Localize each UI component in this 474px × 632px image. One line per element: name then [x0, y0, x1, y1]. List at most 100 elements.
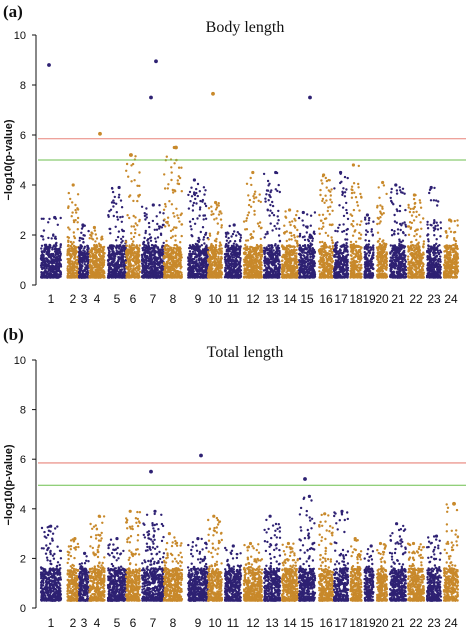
snp-point — [154, 244, 157, 247]
snp-point — [48, 246, 51, 249]
snp-point — [149, 248, 152, 251]
snp-point — [239, 258, 242, 262]
snp-point — [128, 268, 132, 271]
snp-point — [102, 252, 105, 255]
snp-point — [249, 233, 252, 236]
snp-point — [277, 183, 280, 187]
snp-point — [71, 211, 74, 214]
snp-point — [276, 189, 279, 193]
snp-point — [112, 244, 115, 247]
snp-point — [218, 276, 221, 279]
snp-point — [190, 195, 194, 198]
snp-point — [84, 260, 87, 263]
snp-point — [247, 250, 250, 254]
snp-point — [119, 256, 122, 259]
x-tick-label: 3 — [81, 292, 88, 306]
snp-point — [48, 265, 51, 268]
snp-point — [146, 256, 149, 259]
peak-point — [214, 200, 218, 205]
snp-point — [151, 219, 155, 223]
snp-point — [112, 201, 116, 204]
snp-point — [247, 194, 250, 197]
snp-point — [204, 217, 208, 220]
snp-point — [172, 191, 175, 194]
snp-point — [168, 200, 171, 203]
snp-point — [233, 246, 236, 249]
snp-point — [79, 246, 82, 249]
snp-point — [67, 226, 70, 229]
snp-point — [111, 247, 114, 251]
snp-point — [231, 269, 234, 272]
snp-point — [290, 234, 293, 237]
snp-point — [126, 248, 129, 251]
snp-point — [52, 256, 56, 259]
snp-point — [68, 271, 71, 275]
snp-point — [166, 187, 169, 190]
snp-point — [191, 268, 194, 271]
snp-point — [245, 239, 248, 242]
snp-point — [150, 250, 153, 253]
snp-point — [66, 274, 70, 277]
snp-point — [112, 257, 115, 260]
snp-point — [93, 251, 97, 254]
snp-point — [244, 228, 247, 231]
snp-point — [250, 275, 253, 279]
snp-point — [158, 265, 161, 268]
snp-point — [106, 276, 110, 279]
snp-point — [208, 232, 212, 235]
snp-point — [68, 252, 71, 255]
snp-point — [283, 224, 286, 227]
snp-point — [71, 242, 74, 246]
snp-point — [156, 276, 160, 279]
snp-point — [245, 219, 248, 222]
chromosome-9-points — [187, 178, 210, 279]
x-tick-label: 6 — [130, 292, 137, 306]
snp-point — [70, 245, 73, 248]
snp-point — [207, 207, 211, 210]
snp-point — [118, 193, 121, 196]
snp-point — [203, 242, 206, 245]
snp-point — [97, 265, 100, 268]
snp-point — [259, 237, 262, 241]
snp-point — [47, 268, 51, 271]
snp-point — [266, 270, 270, 274]
snp-point — [160, 226, 164, 229]
snp-point — [296, 245, 299, 248]
snp-point — [89, 265, 93, 268]
snp-point — [271, 251, 274, 255]
snp-point — [76, 221, 79, 224]
snp-point — [179, 267, 182, 270]
snp-point — [263, 246, 266, 250]
y-axis-label: −log10(p-value) — [3, 119, 15, 200]
snp-point — [138, 233, 141, 237]
snp-point — [75, 262, 78, 265]
snp-point — [219, 257, 223, 261]
snp-point — [202, 214, 205, 217]
snp-point — [154, 237, 157, 240]
snp-point — [272, 263, 275, 267]
snp-point — [92, 257, 95, 260]
snp-point — [55, 241, 58, 245]
snp-point — [76, 216, 80, 220]
snp-point — [50, 267, 53, 270]
snp-point — [213, 218, 216, 221]
snp-point — [275, 266, 278, 269]
snp-point — [144, 258, 148, 261]
snp-point — [169, 229, 173, 233]
snp-point — [293, 236, 296, 239]
snp-point — [246, 273, 249, 276]
snp-point — [141, 266, 145, 270]
snp-point — [267, 244, 270, 247]
snp-point — [107, 215, 110, 218]
snp-point — [191, 209, 195, 212]
snp-point — [177, 254, 181, 257]
snp-point — [163, 268, 167, 271]
snp-point — [271, 269, 274, 273]
snp-point — [165, 239, 168, 243]
snp-point — [121, 215, 124, 218]
snp-point — [194, 246, 197, 249]
snp-point — [55, 248, 59, 252]
snp-point — [168, 252, 171, 256]
snp-point — [144, 271, 147, 275]
snp-point — [255, 259, 258, 262]
